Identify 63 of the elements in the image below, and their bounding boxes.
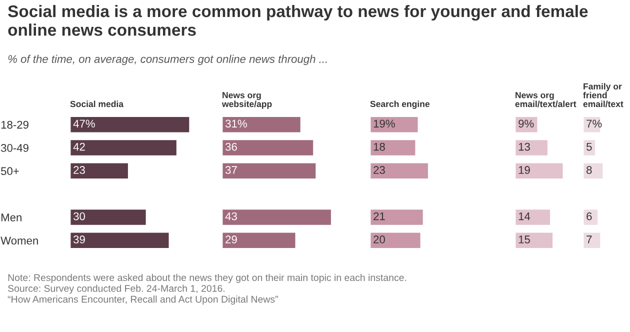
y-tick-label: Men [1,214,22,222]
bar [515,138,549,157]
chart-title: Social media [70,100,124,108]
data-label: 9% [518,120,534,128]
text: Social media is a more common pathway to news for younger and female online news consumers [8,4,588,36]
bar [222,162,318,180]
bar [515,162,564,180]
data-label: 7% [586,120,602,128]
data-label: 23 [374,166,385,174]
bar [370,138,417,157]
chart-title: News org email/text/alert [515,92,576,108]
bar [70,231,170,250]
bar [370,231,422,250]
data-label: 36 [225,142,237,151]
data-label: 39 [73,236,85,244]
bar [70,208,148,226]
chart-title: News org website/app [222,92,272,109]
data-label: 14 [518,212,530,220]
data-label: 20 [374,236,385,244]
bar [70,162,130,180]
y-tick-label: 50+ [1,167,19,176]
text: % of the time, on average, consumers got online news through ... [8,54,327,66]
bar [222,116,302,134]
data-label: 43 [225,212,237,220]
bar [515,231,554,250]
bar [222,138,314,157]
data-label: 42 [73,142,85,151]
bar [70,138,178,157]
chart-title: Family or friend email/text [583,83,624,108]
bar [515,116,539,134]
data-label: 5 [586,142,592,151]
data-label: 19 [518,166,530,174]
data-label: 8 [586,166,592,174]
data-label: 19% [374,120,395,128]
bar [583,116,602,134]
bar [222,231,297,250]
y-tick-label: Women [0,236,38,245]
bar [70,116,191,134]
data-label: 37 [225,166,237,174]
data-label: 23 [74,166,85,174]
chart-title: Search engine [370,100,430,109]
bar [222,208,332,226]
y-tick-label: 30-49 [0,144,28,152]
bar [515,208,552,226]
bar [583,231,602,250]
data-label: 13 [518,142,530,151]
data-label: 31% [225,120,247,128]
bar [370,208,424,226]
bar [370,162,430,180]
data-label: 6 [586,212,592,220]
y-tick-label: 18-29 [1,120,28,129]
bar [583,162,604,180]
data-label: 21 [374,212,385,220]
data-label: 7 [586,236,592,244]
data-label: 47% [73,120,95,128]
data-label: 15 [518,236,530,244]
text: Note: Respondents were asked about the news they got on their main topic in each instance. Source: Survey conducted Feb. 24-March 1, 2016. “How Americans Encounter, Recall and Act Upon Digital News” [8,274,406,305]
bar [583,208,599,226]
bar [583,138,596,157]
data-label: 30 [73,212,85,220]
bar [370,116,420,134]
data-label: 18 [374,142,385,151]
data-label: 29 [226,236,237,244]
